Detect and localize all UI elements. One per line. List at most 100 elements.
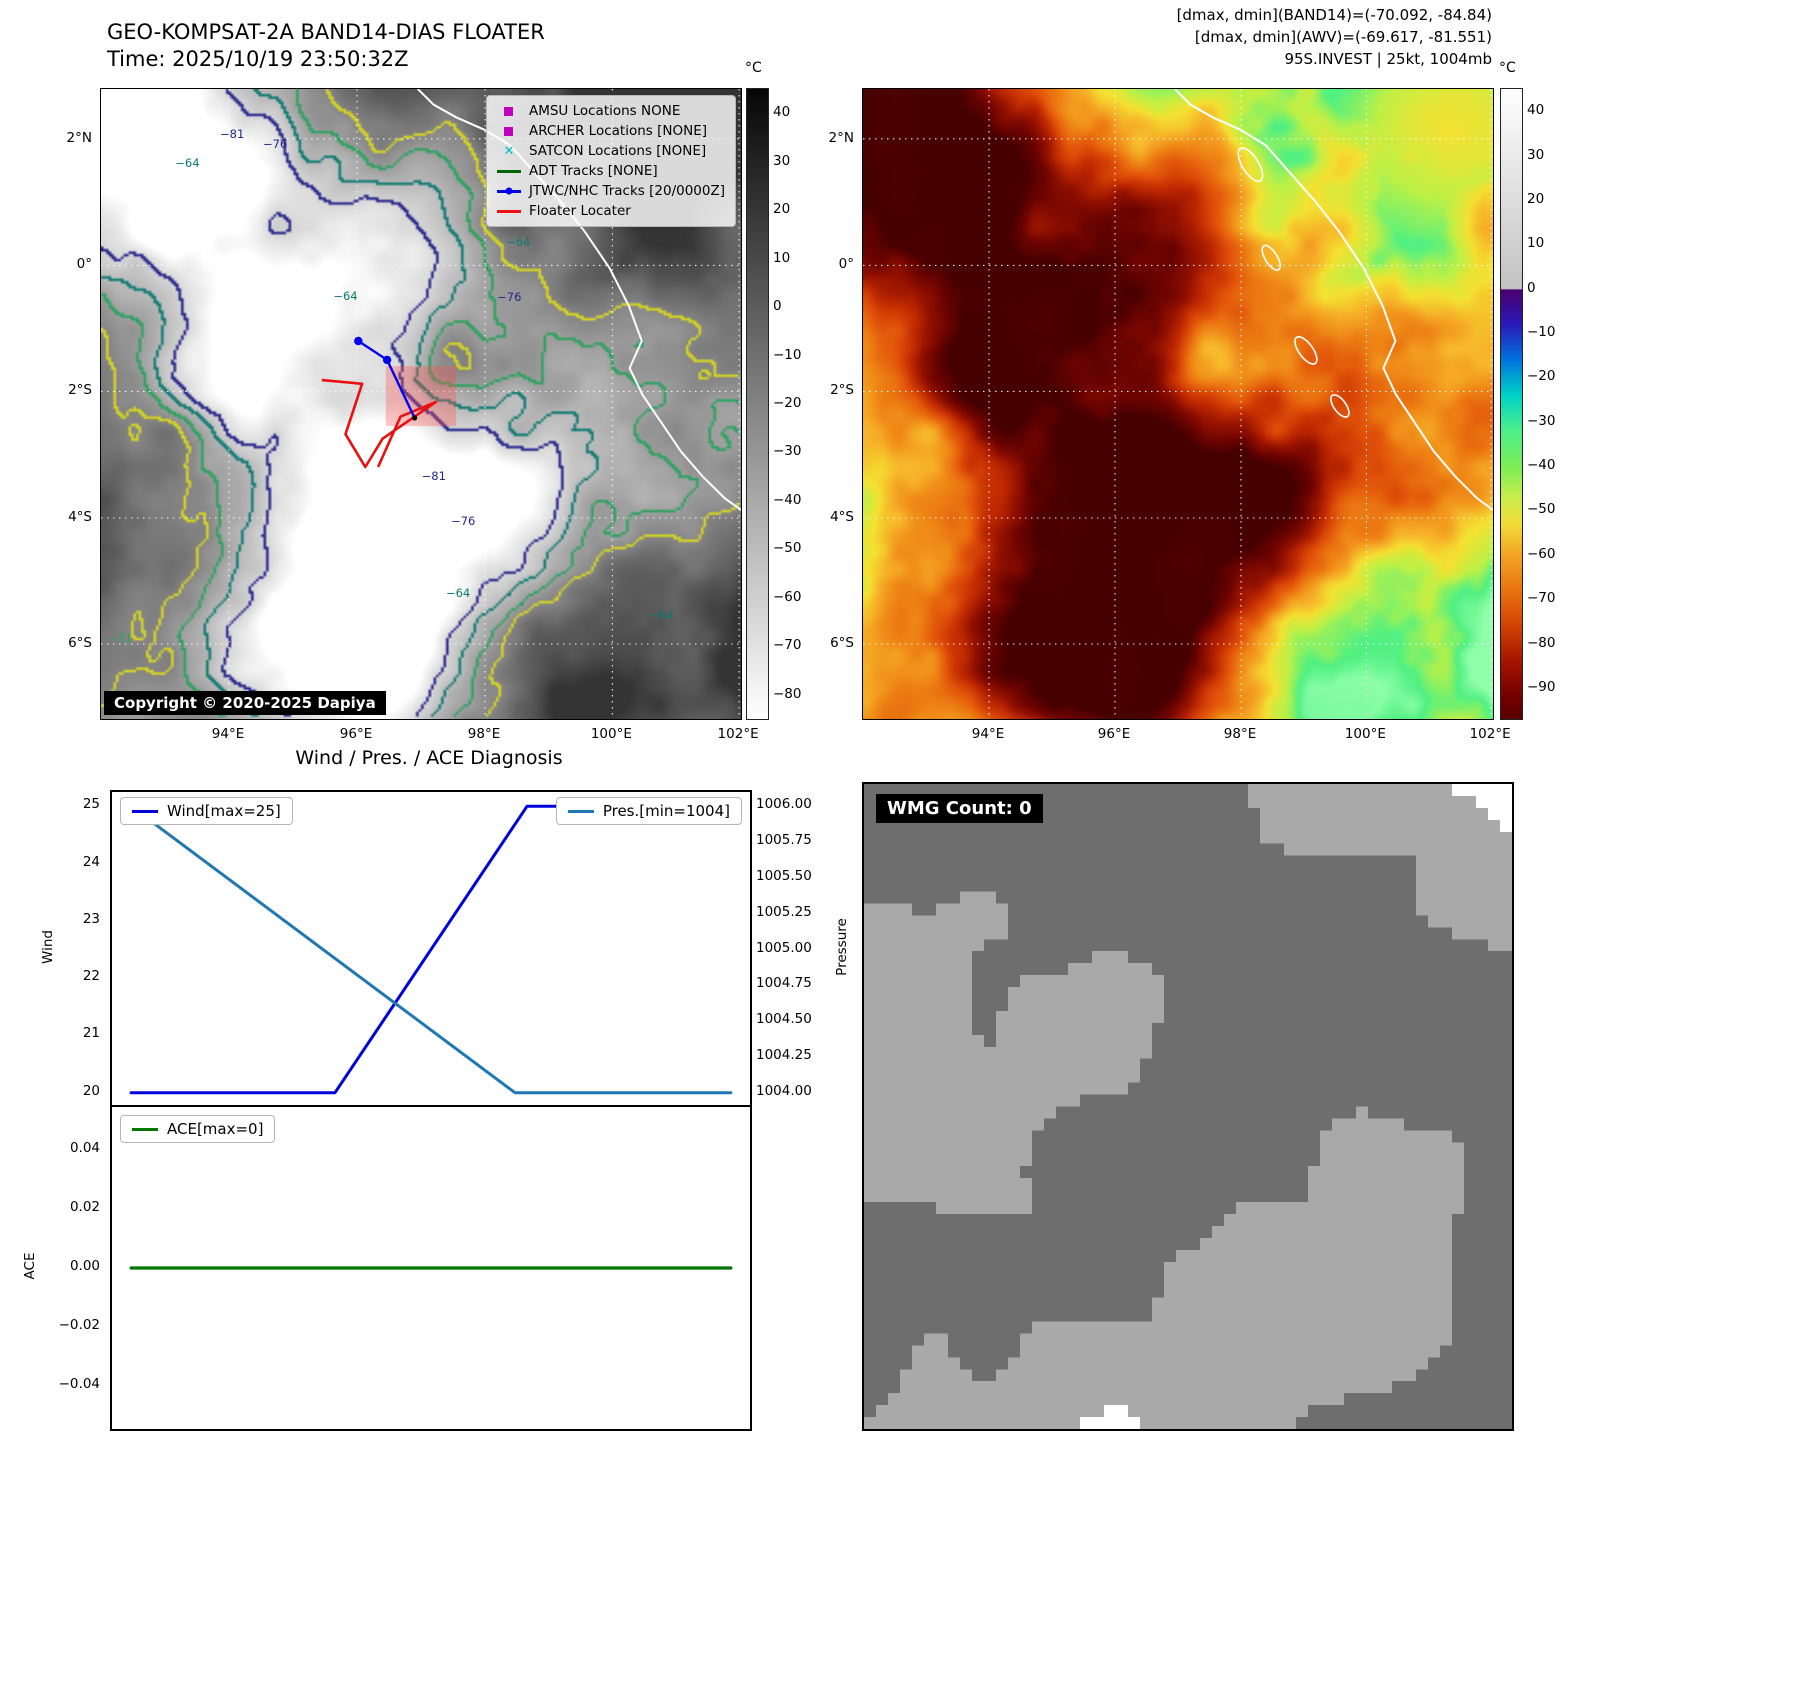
pressure-tick-label: 1005.75 <box>756 832 812 849</box>
colorbar-tick-label: −50 <box>1527 501 1556 518</box>
contour-label: −76 <box>262 137 288 152</box>
lon-tick-label: 100°E <box>590 726 632 742</box>
lat-tick-label: 6°S <box>68 635 92 652</box>
lon-tick-label: 102°E <box>717 726 759 742</box>
awv-colorbar-unit: °C <box>1499 60 1516 76</box>
lat-tick-label: 2°S <box>68 382 92 399</box>
island-outline <box>1330 394 1350 418</box>
colorbar-tick-label: 10 <box>1527 235 1545 252</box>
colorbar-tick-label: −50 <box>773 540 802 557</box>
contour-label: −81 <box>220 127 245 142</box>
wind-pressure-chart: Wind[max=25] Pres.[min=1004] <box>110 790 752 1109</box>
contour-label: −76 <box>451 513 476 528</box>
diagnosis-title: Wind / Pres. / ACE Diagnosis <box>295 747 563 769</box>
band14-overlay <box>101 89 741 719</box>
wind-tick-label: 23 <box>82 910 100 927</box>
wind-line-icon <box>132 809 158 813</box>
legend-item-label: SATCON Locations [NONE] <box>528 143 707 159</box>
lat-tick-label: 2°N <box>828 129 854 146</box>
pressure-tick-label: 1004.00 <box>756 1082 812 1099</box>
contour-label: −64 <box>506 235 531 250</box>
band14-legend: AMSU Locations NONE ARCHER Locations [NON… <box>485 95 736 227</box>
contour-label: −64 <box>648 608 674 623</box>
ace-tick-label: −0.02 <box>58 1317 100 1334</box>
ace-plot <box>129 1266 733 1270</box>
wind-tick-label: 20 <box>82 1082 100 1099</box>
colorbar-tick-label: 0 <box>773 298 782 315</box>
legend-item-label: ARCHER Locations [NONE] <box>528 123 707 139</box>
band14-colorbar-unit: °C <box>745 60 762 76</box>
colorbar-tick-label: −10 <box>1527 324 1556 340</box>
colorbar-tick-label: 20 <box>1527 190 1545 207</box>
pressure-tick-label: 1005.50 <box>756 867 812 884</box>
amsu-marker-icon <box>497 106 521 116</box>
lon-tick-label: 96°E <box>1097 726 1131 742</box>
colorbar-tick-label: 30 <box>773 152 791 169</box>
legend-item-label: Floater Locater <box>528 203 631 219</box>
wind-tick-label: 24 <box>82 853 100 870</box>
wind-legend-label: Wind[max=25] <box>167 802 281 820</box>
legend-item: ARCHER Locations [NONE] <box>497 123 725 139</box>
colorbar-tick-label: −20 <box>1527 368 1556 385</box>
colorbar-tick-label: −90 <box>1527 678 1556 695</box>
pressure-legend: Pres.[min=1004] <box>555 797 742 825</box>
colorbar-tick-label: −70 <box>773 637 802 654</box>
lon-tick-label: 98°E <box>1223 726 1257 742</box>
lon-tick-label: 98°E <box>467 726 501 742</box>
colorbar-tick-label: −20 <box>773 395 802 411</box>
lat-tick-label: 2°N <box>66 129 92 146</box>
awv-map <box>862 88 1494 720</box>
contour-label: −31 <box>108 631 133 646</box>
lat-tick-label: 4°S <box>830 509 854 526</box>
legend-item-label: ADT Tracks [NONE] <box>528 163 658 179</box>
band14-colorbar <box>746 88 769 720</box>
island-outline <box>1294 336 1318 365</box>
colorbar-tick-label: 0 <box>1527 279 1536 296</box>
contour-label: −64 <box>445 586 471 600</box>
wind-legend: Wind[max=25] <box>120 797 293 825</box>
lon-tick-label: 100°E <box>1344 726 1386 742</box>
pressure-tick-label: 1004.25 <box>756 1046 812 1063</box>
archer-marker-icon <box>497 126 521 136</box>
colorbar-tick-label: −70 <box>1527 590 1556 607</box>
lat-tick-label: 0° <box>838 256 854 273</box>
wmg-map: WMG Count: 0 <box>862 782 1514 1431</box>
adt-track-icon <box>496 169 521 173</box>
legend-item: Floater Locater <box>496 203 725 219</box>
lat-tick-label: 0° <box>76 256 92 273</box>
pressure-line-icon <box>567 809 594 813</box>
colorbar-tick-label: 40 <box>1527 102 1545 119</box>
colorbar-tick-label: −80 <box>1527 634 1556 651</box>
ace-line-icon <box>132 1127 158 1131</box>
jtwc-track-icon <box>496 187 521 195</box>
ace-tick-label: 0.00 <box>69 1258 100 1274</box>
legend-item: ✕ SATCON Locations [NONE] <box>497 143 725 159</box>
coastline <box>1174 89 1493 511</box>
band14-map: −81 −76 −64 −64 −64 −76 −81 −76 −64 −64 −31 AMSU L… <box>100 88 742 720</box>
colorbar-tick-label: −40 <box>1527 457 1556 474</box>
floater-region-box <box>385 366 457 427</box>
awv-header-line-1: [dmax, dmin](BAND14)=(-70.092, -84.84) <box>1176 6 1492 24</box>
current-position-dot <box>412 415 418 421</box>
wind-tick-label: 21 <box>82 1025 100 1042</box>
colorbar-tick-label: 20 <box>773 201 791 218</box>
island-outline <box>1237 147 1264 183</box>
ace-tick-label: 0.04 <box>69 1139 100 1156</box>
wind-tick-label: 22 <box>82 968 100 985</box>
legend-item: JTWC/NHC Tracks [20/0000Z] <box>496 183 725 199</box>
colorbar-tick-label: −30 <box>1527 412 1556 429</box>
band14-title: GEO-KOMPSAT-2A BAND14-DIAS FLOATER <box>107 20 545 44</box>
colorbar-tick-label: −80 <box>773 685 802 702</box>
lon-tick-label: 94°E <box>971 726 1005 742</box>
pressure-tick-label: 1004.50 <box>756 1011 812 1028</box>
series-pressure <box>129 804 733 1095</box>
colorbar-tick-label: 40 <box>773 104 791 121</box>
colorbar-tick-label: 30 <box>1527 146 1545 163</box>
pressure-legend-label: Pres.[min=1004] <box>602 802 730 820</box>
wmg-count-badge: WMG Count: 0 <box>876 794 1043 823</box>
pressure-tick-label: 1004.75 <box>756 975 812 992</box>
colorbar-tick-label: 10 <box>773 249 791 266</box>
colorbar-tick-label: −60 <box>1527 545 1556 562</box>
wmg-image <box>864 784 1512 1429</box>
